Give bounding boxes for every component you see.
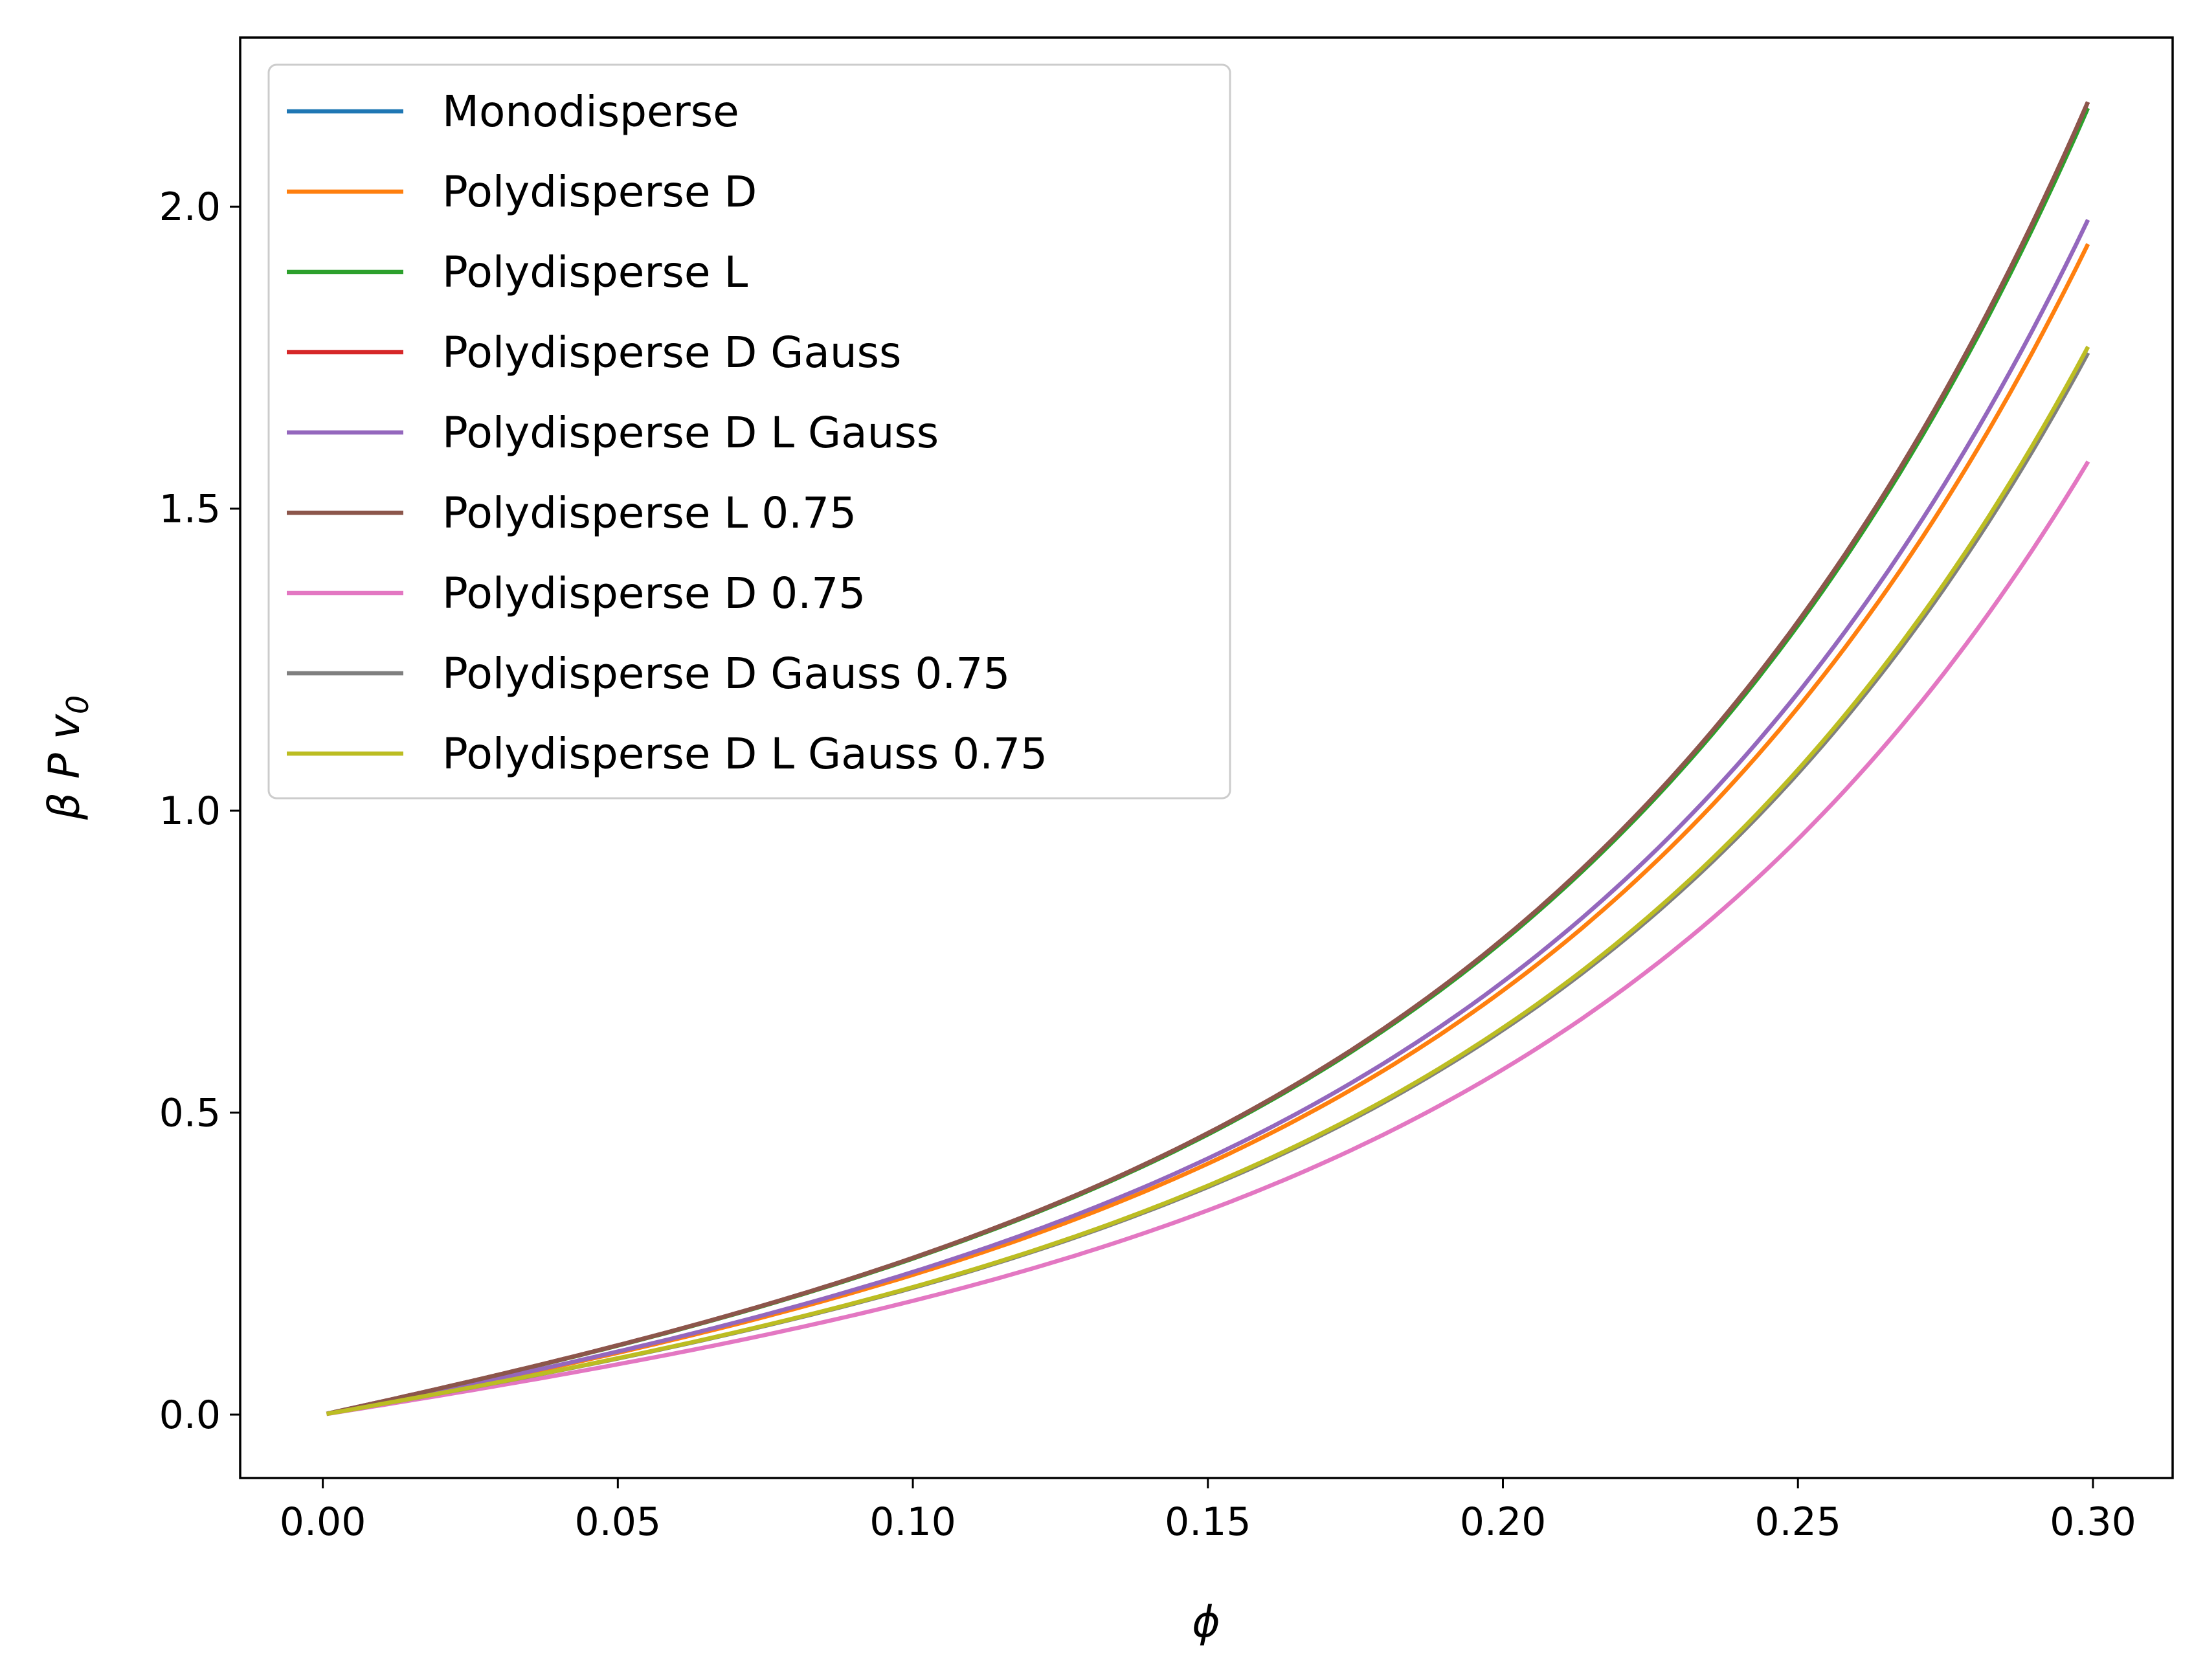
legend-box (267, 63, 1231, 800)
y-axis-title-subscript: 0 (60, 695, 95, 714)
legend-label: Polydisperse D 0.75 (442, 568, 866, 618)
legend-label: Polydisperse D Gauss (442, 328, 901, 377)
series-layer (326, 101, 2090, 1417)
y-axis-title: β P v0 (39, 695, 95, 820)
x-tick-label: 0.00 (280, 1499, 366, 1545)
x-tick-label: 0.25 (1754, 1499, 1841, 1545)
legend-label: Polydisperse D L Gauss 0.75 (442, 729, 1047, 779)
legend: Monodisperse Polydisperse D Polydisperse L… (267, 63, 1231, 800)
x-tick-label: 0.30 (2050, 1499, 2136, 1545)
legend-label: Polydisperse D Gauss 0.75 (442, 649, 1010, 699)
y-tick-label: 1.5 (159, 487, 221, 532)
series-line (326, 346, 2090, 1417)
x-tick-label: 0.20 (1460, 1499, 1547, 1545)
y-tick-label: 1.0 (159, 789, 221, 834)
x-tick-label: 0.15 (1165, 1499, 1251, 1545)
x-axis: 0.00 0.05 0.10 0.15 0.20 0.25 0.30 (280, 1478, 2136, 1545)
series-line (326, 219, 2090, 1417)
y-tick-label: 0.5 (159, 1091, 221, 1136)
series-line (326, 460, 2090, 1417)
y-tick-label: 0.0 (159, 1393, 221, 1438)
legend-label: Polydisperse L 0.75 (442, 488, 856, 538)
legend-label: Monodisperse (442, 87, 739, 137)
y-axis-title-main: β P v (39, 713, 89, 820)
x-tick-label: 0.10 (869, 1499, 956, 1545)
y-axis: 0.0 0.5 1.0 1.5 2.0 (159, 185, 240, 1438)
x-axis-title: ϕ (1192, 1597, 1220, 1647)
legend-label: Polydisperse D (442, 167, 757, 217)
legend-items: Monodisperse Polydisperse D Polydisperse L… (287, 87, 1047, 779)
plot-frame (239, 36, 2174, 1479)
series-line (326, 101, 2090, 1416)
legend-label: Polydisperse D L Gauss (442, 408, 939, 458)
y-tick-label: 2.0 (159, 185, 221, 230)
x-tick-label: 0.05 (575, 1499, 662, 1545)
legend-label: Polydisperse L (442, 247, 748, 297)
